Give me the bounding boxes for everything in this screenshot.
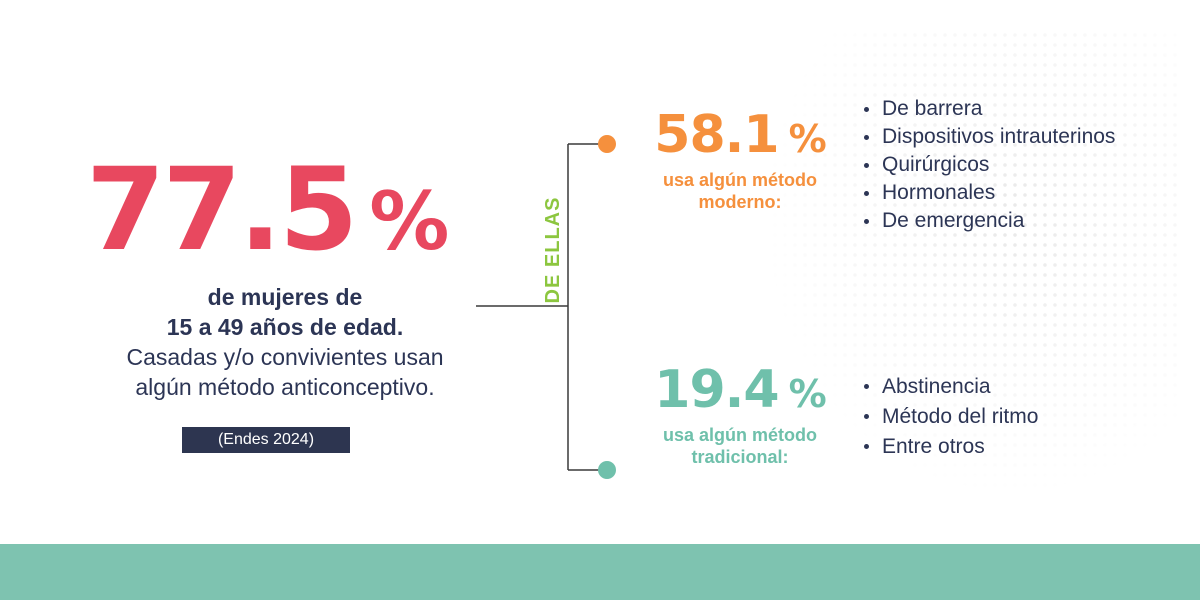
traditional-stat: 19.4% usa algún método tradicional: [630,360,850,468]
footer-band [0,544,1200,600]
traditional-unit: % [788,372,827,416]
modern-unit: % [788,117,827,161]
list-item: Método del ritmo [862,402,1038,432]
list-item: Hormonales [862,179,1115,207]
traditional-percentage: 19.4% [630,360,850,424]
list-item: Entre otros [862,432,1038,462]
traditional-label-line-1: usa algún método [662,425,817,445]
modern-label-line-1: usa algún método [662,170,817,190]
headline-unit: % [369,175,450,268]
list-item: De emergencia [862,207,1115,235]
traditional-label-line-2: tradicional: [691,447,789,467]
description-line-4: algún método anticonceptivo. [135,374,435,400]
modern-label-line-2: moderno: [698,192,782,212]
list-item: De barrera [862,95,1115,123]
description-line-1: de mujeres de [207,284,363,310]
modern-value: 58.1 [654,105,779,165]
traditional-dot [598,461,616,479]
description-line-3: Casadas y/o convivientes usan [126,344,444,370]
modern-percentage: 58.1% [630,105,850,169]
modern-stat: 58.1% usa algún método moderno: [630,105,850,213]
headline-value: 77.5 [86,143,358,276]
traditional-methods-list: Abstinencia Método del ritmo Entre otros [862,372,1038,462]
modern-methods-list: De barrera Dispositivos intrauterinos Qu… [862,95,1115,235]
list-item: Abstinencia [862,372,1038,402]
headline-percentage: 77.5% [86,140,466,280]
description-line-2: 15 a 49 años de edad. [166,314,404,340]
modern-dot [598,135,616,153]
dot-pattern-background [760,30,1180,500]
traditional-value: 19.4 [654,360,779,420]
source-badge: (Endes 2024) [182,427,350,453]
headline-description: de mujeres de 15 a 49 años de edad. Casa… [60,282,510,402]
de-ellas-label: DE ELLAS [542,196,564,304]
list-item: Quirúrgicos [862,151,1115,179]
list-item: Dispositivos intrauterinos [862,123,1115,151]
